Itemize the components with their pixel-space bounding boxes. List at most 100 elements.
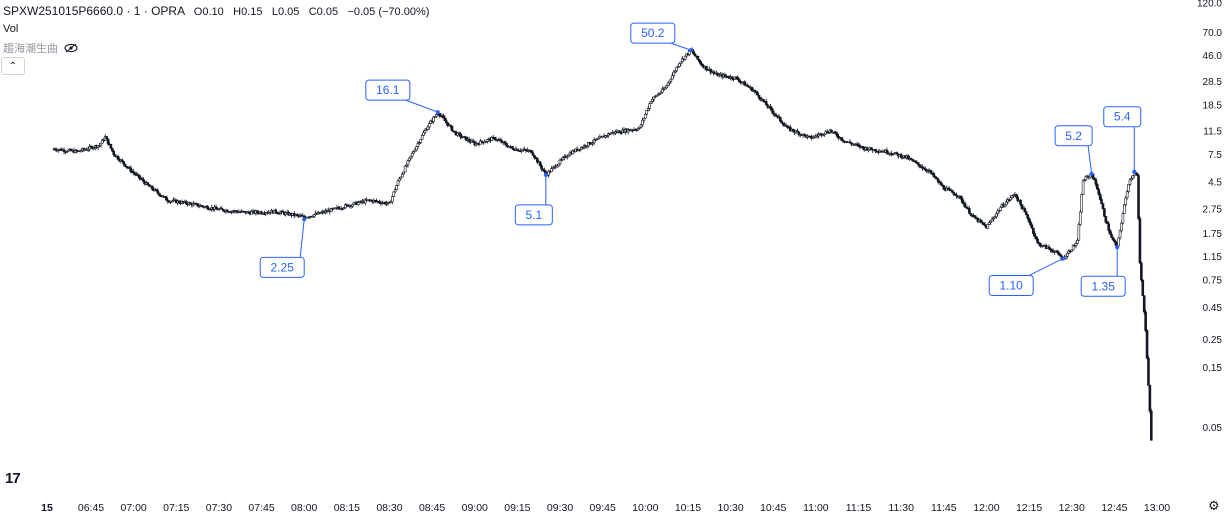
volume-label[interactable]: Vol: [3, 23, 19, 35]
candle-body: [274, 209, 278, 213]
indicator-legend[interactable]: 趨海潮生曲: [3, 40, 78, 56]
candle-body: [1019, 199, 1022, 205]
candle-body: [375, 200, 378, 202]
candle-body: [771, 110, 775, 115]
time-tick-18: 11:00: [803, 502, 829, 514]
candle-body: [962, 202, 965, 205]
candle-body: [538, 161, 542, 166]
candle-body: [416, 143, 420, 147]
candle-body: [307, 216, 310, 219]
candle-body: [453, 130, 457, 133]
annotation-leader-0: [299, 219, 305, 258]
candle-body: [1009, 197, 1012, 201]
price-tick-0: 120.0: [1197, 0, 1222, 10]
eye-icon[interactable]: [64, 43, 78, 53]
candle-body: [516, 148, 519, 151]
candle-body: [1111, 237, 1115, 240]
time-tick-6: 08:00: [291, 502, 317, 514]
candle-body: [389, 201, 393, 203]
close-value: 0.05: [316, 6, 339, 18]
candle-body: [503, 141, 506, 144]
candle-body: [1150, 410, 1153, 441]
candle-body: [419, 138, 423, 143]
candle-body: [780, 120, 784, 124]
candle-body: [918, 164, 921, 167]
candle-body: [138, 174, 141, 179]
candle-body: [486, 139, 489, 142]
candle-body: [420, 135, 424, 140]
annotation-box-6: [1103, 106, 1142, 128]
candle-body: [214, 206, 218, 209]
candle-body: [642, 117, 646, 121]
gear-icon[interactable]: ⚙: [1208, 498, 1220, 513]
candle-body: [1066, 252, 1069, 257]
candle-body: [1050, 249, 1054, 252]
candle-body: [535, 157, 539, 163]
time-tick-13: 09:45: [590, 502, 616, 514]
candle-body: [666, 82, 670, 87]
candle-body: [260, 211, 263, 214]
annotation-point-6: [1132, 169, 1137, 174]
candle-body: [990, 218, 994, 222]
candle-body: [636, 128, 640, 131]
candle-body: [467, 138, 471, 142]
candle-body: [1127, 184, 1130, 192]
candle-body: [344, 204, 347, 208]
candle-body: [1138, 218, 1142, 264]
indicator-name[interactable]: 趨海潮生曲: [3, 43, 58, 55]
candle-body: [1047, 246, 1051, 250]
candle-body: [651, 99, 654, 102]
candle-body: [692, 51, 695, 55]
candle-body: [543, 169, 546, 172]
candle-body: [457, 132, 461, 135]
annotation-box-0: [259, 256, 305, 278]
candle-body: [965, 206, 968, 209]
annotation-point-0: [302, 217, 307, 222]
candle-body: [426, 126, 430, 131]
collapse-legend-button[interactable]: ⌃: [1, 57, 25, 75]
symbol-name[interactable]: SPXW251015P6660.0 · 1 · OPRA: [3, 4, 185, 18]
candle-body: [406, 160, 410, 166]
candle-body: [1076, 239, 1079, 244]
candle-body: [850, 142, 853, 145]
annotation-label-0: 2.25: [271, 260, 295, 274]
candle-body: [921, 166, 924, 169]
candle-body: [679, 61, 683, 64]
candle-body: [54, 148, 57, 151]
candle-body: [885, 149, 889, 154]
candle-body: [65, 151, 69, 153]
candle-body: [648, 103, 651, 109]
candle-body: [693, 53, 697, 57]
candle-body: [395, 185, 398, 190]
tradingview-logo-icon[interactable]: 17: [5, 470, 21, 487]
candle-body: [99, 142, 103, 146]
candle-body: [658, 93, 661, 95]
candle-body: [874, 149, 877, 152]
candle-body: [1029, 221, 1032, 226]
candle-body: [649, 101, 653, 105]
candle-body: [1005, 201, 1008, 206]
candle-body: [1010, 195, 1014, 199]
candle-body: [1083, 179, 1086, 182]
candle-body: [678, 63, 681, 67]
candle-body: [1032, 227, 1035, 234]
candle-body: [480, 140, 484, 143]
candle-body: [588, 142, 592, 145]
candle-body: [531, 152, 535, 156]
candle-body: [754, 91, 758, 93]
candle-body: [413, 149, 417, 153]
candle-body: [591, 142, 595, 144]
annotation-leader-4: [1087, 145, 1093, 174]
candle-body: [1023, 208, 1027, 213]
change-value: −0.05 (−70.00%): [347, 6, 430, 18]
annotation-point-4: [1089, 171, 1094, 176]
candle-body: [791, 128, 795, 132]
candle-body: [1141, 279, 1145, 296]
candle-body: [645, 110, 649, 115]
candle-body: [980, 221, 984, 224]
candle-body: [66, 149, 70, 152]
candle-body: [1027, 218, 1031, 223]
candle-body: [565, 156, 569, 158]
candle-body: [1014, 194, 1018, 198]
